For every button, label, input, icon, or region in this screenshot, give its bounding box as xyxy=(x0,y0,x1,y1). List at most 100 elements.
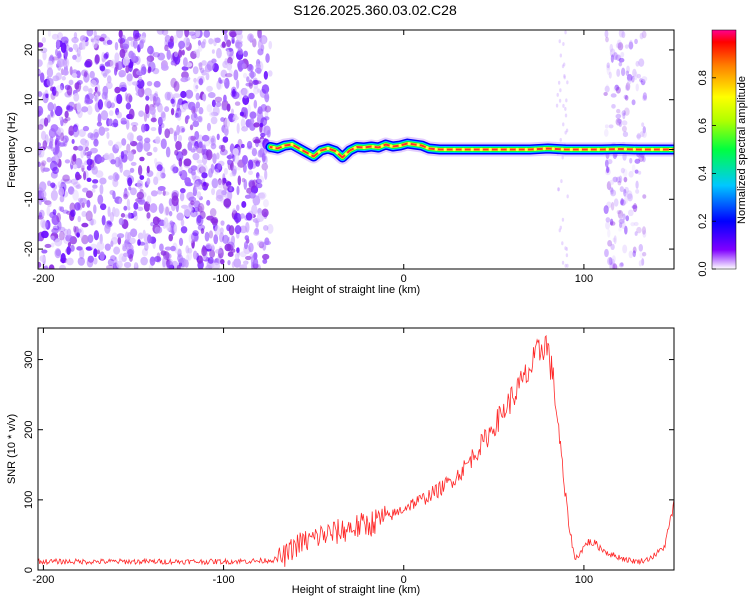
noise-blob xyxy=(616,210,622,215)
noise-blob xyxy=(236,247,240,254)
noise-blob xyxy=(90,147,98,154)
noise-blob xyxy=(214,96,223,103)
noise-blob xyxy=(557,187,560,192)
noise-blob xyxy=(124,231,129,242)
noise-blob xyxy=(110,255,117,262)
noise-blob xyxy=(50,235,55,240)
noise-blob xyxy=(52,225,60,231)
noise-blob xyxy=(245,255,252,261)
noise-blob xyxy=(97,113,102,124)
noise-blob xyxy=(80,148,85,159)
noise-blob xyxy=(263,70,268,80)
noise-blob xyxy=(222,179,231,191)
noise-blob xyxy=(92,184,98,189)
noise-blob xyxy=(189,124,194,131)
noise-blob xyxy=(613,235,617,245)
noise-blob xyxy=(46,205,51,216)
noise-blob xyxy=(625,84,629,91)
ridge-dot xyxy=(479,147,483,152)
noise-blob xyxy=(38,198,42,206)
noise-blob xyxy=(607,240,613,247)
noise-blob xyxy=(607,159,613,165)
noise-blob xyxy=(166,49,171,60)
noise-blob xyxy=(125,102,132,110)
noise-blob xyxy=(247,33,254,42)
noise-blob xyxy=(217,163,222,170)
noise-blob xyxy=(127,132,134,141)
noise-blob xyxy=(195,48,201,59)
noise-blob xyxy=(219,227,224,234)
noise-blob xyxy=(621,67,626,77)
noise-blob xyxy=(92,179,99,184)
noise-blob xyxy=(611,103,616,109)
spectrogram-area xyxy=(38,30,674,269)
noise-blob xyxy=(132,81,139,86)
noise-blob xyxy=(255,63,261,70)
noise-blob xyxy=(248,63,253,71)
noise-blob xyxy=(129,167,135,173)
noise-blob xyxy=(47,114,51,123)
noise-blob xyxy=(135,55,141,65)
noise-blob xyxy=(215,189,224,200)
noise-blob xyxy=(149,256,156,266)
noise-blob xyxy=(249,118,255,124)
noise-blob xyxy=(240,143,245,149)
noise-blob xyxy=(110,174,115,182)
noise-blob xyxy=(162,256,167,268)
ridge-dot xyxy=(515,147,519,152)
noise-blob xyxy=(642,156,646,163)
noise-blob xyxy=(72,43,78,50)
noise-blob xyxy=(130,140,138,147)
noise-blob xyxy=(178,237,184,247)
noise-blob xyxy=(74,82,80,90)
noise-blob xyxy=(636,226,642,234)
noise-blob xyxy=(42,167,50,172)
noise-blob xyxy=(139,156,145,162)
noise-blob xyxy=(171,163,177,175)
noise-blob xyxy=(140,63,147,75)
noise-blob xyxy=(253,159,261,164)
noise-blob xyxy=(613,198,619,207)
noise-blob xyxy=(41,249,48,254)
ridge-dot xyxy=(659,147,663,152)
noise-blob xyxy=(99,65,106,72)
noise-blob xyxy=(150,190,158,197)
noise-blob xyxy=(159,243,164,252)
noise-blob xyxy=(141,248,149,257)
noise-blob xyxy=(104,152,110,160)
noise-blob xyxy=(211,99,216,108)
noise-blob xyxy=(638,58,645,67)
ridge-dot xyxy=(542,147,546,151)
noise-blob xyxy=(174,112,179,119)
noise-blob xyxy=(614,265,619,269)
noise-blob xyxy=(93,128,99,140)
noise-blob xyxy=(164,34,171,43)
colorbar-tick-label: 0.2 xyxy=(697,214,709,229)
noise-blob xyxy=(610,187,614,195)
noise-blob xyxy=(123,205,128,211)
noise-blob xyxy=(215,101,222,108)
noise-blob xyxy=(176,212,184,221)
noise-blob xyxy=(81,222,89,228)
noise-blob xyxy=(642,92,647,100)
noise-blob xyxy=(118,30,123,39)
noise-blob xyxy=(641,76,648,82)
noise-blob xyxy=(82,39,86,50)
noise-blob xyxy=(193,81,199,93)
noise-blob xyxy=(565,128,569,133)
noise-blob xyxy=(244,194,251,199)
x-tick-label: 0 xyxy=(401,574,407,586)
noise-blob xyxy=(113,208,120,218)
noise-blob xyxy=(88,218,97,226)
noise-blob xyxy=(243,260,248,269)
noise-blob xyxy=(638,260,643,267)
noise-blob xyxy=(48,264,55,269)
noise-blob xyxy=(561,260,565,265)
noise-blob xyxy=(617,180,622,186)
noise-blob xyxy=(143,141,151,152)
noise-blob xyxy=(206,199,211,206)
noise-blob xyxy=(45,219,51,230)
noise-blob xyxy=(87,234,94,244)
noise-blob xyxy=(608,257,613,265)
noise-blob xyxy=(177,134,183,142)
